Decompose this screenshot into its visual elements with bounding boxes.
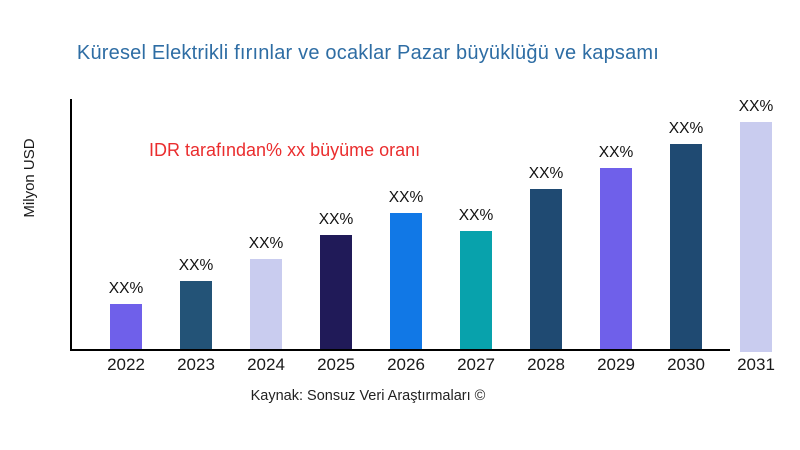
bar-2029 — [600, 168, 632, 349]
bar-2028 — [530, 189, 562, 349]
x-tick-label-2029: 2029 — [597, 355, 635, 374]
x-tick-label-2028: 2028 — [527, 355, 565, 374]
bar-value-label-2029: XX% — [598, 144, 634, 161]
bar-2031 — [740, 122, 772, 352]
source-caption: Kaynak: Sonsuz Veri Araştırmaları © — [250, 388, 486, 404]
x-axis-line — [70, 349, 730, 351]
x-tick-label-2024: 2024 — [247, 355, 285, 374]
x-tick-label-2030: 2030 — [667, 355, 705, 374]
bar-value-label-2030: XX% — [668, 120, 704, 137]
y-axis-line — [70, 99, 72, 351]
bar-value-label-2023: XX% — [178, 257, 214, 274]
bar-2027 — [460, 231, 492, 349]
bar-value-label-2027: XX% — [458, 207, 494, 224]
x-tick-label-2022: 2022 — [107, 355, 145, 374]
bar-value-label-2024: XX% — [248, 235, 284, 252]
x-tick-label-2031: 2031 — [737, 355, 775, 374]
chart-title: Küresel Elektrikli fırınlar ve ocaklar P… — [76, 42, 660, 64]
x-tick-label-2023: 2023 — [177, 355, 215, 374]
bar-value-label-2022: XX% — [108, 280, 144, 297]
x-tick-label-2026: 2026 — [387, 355, 425, 374]
bar-value-label-2025: XX% — [318, 211, 354, 228]
bar-2024 — [250, 259, 282, 349]
bar-value-label-2028: XX% — [528, 165, 564, 182]
x-tick-label-2025: 2025 — [317, 355, 355, 374]
bar-value-label-2031: XX% — [738, 98, 774, 115]
y-axis-label: Milyon USD — [21, 138, 38, 218]
bar-2030 — [670, 144, 702, 349]
bar-2026 — [390, 213, 422, 349]
bar-2023 — [180, 281, 212, 349]
bar-2025 — [320, 235, 352, 349]
growth-rate-annotation: IDR tarafından% xx büyüme oranı — [149, 140, 421, 160]
x-tick-label-2027: 2027 — [457, 355, 495, 374]
bar-value-label-2026: XX% — [388, 189, 424, 206]
bar-2022 — [110, 304, 142, 349]
